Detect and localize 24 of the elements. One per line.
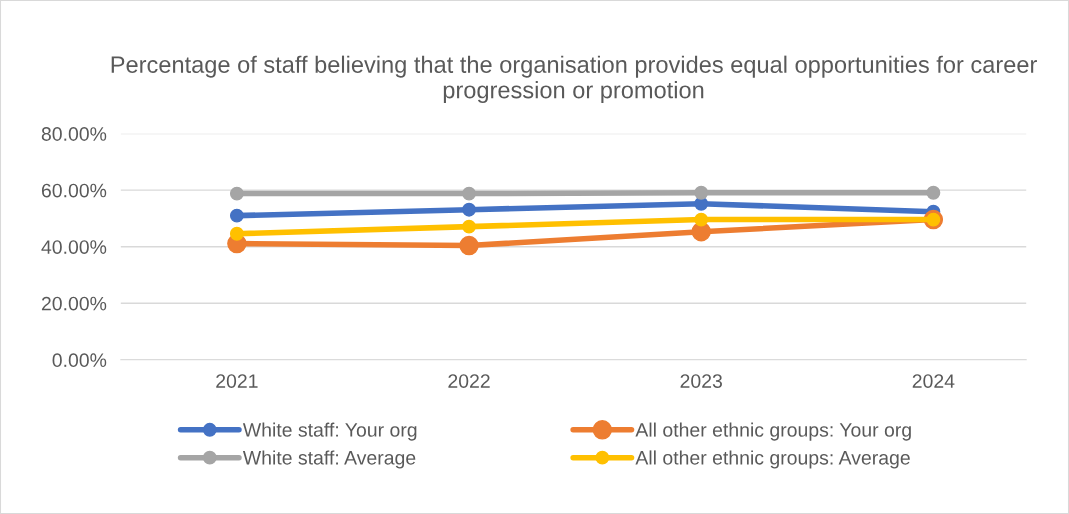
point [694, 185, 709, 200]
point [462, 219, 476, 234]
point [459, 235, 479, 256]
x-tick-label: 2022 [448, 374, 490, 388]
point [229, 186, 244, 201]
x-tick-label: 2024 [912, 374, 955, 388]
point [229, 226, 244, 241]
y-tick-label: 20.00% [41, 296, 107, 311]
y-tick-label: 80.00% [41, 127, 107, 141]
point [694, 212, 709, 227]
legend-label: All other ethnic groups: Average [635, 450, 910, 469]
y-tick-label: 60.00% [41, 183, 107, 198]
legend-label: White staff: Average [242, 450, 416, 469]
point [462, 186, 476, 201]
chart-title: Percentage of staff believing that the organisation provides equal opportunities for career progression or promotion [111, 55, 1037, 104]
point [926, 185, 941, 200]
point [229, 208, 244, 223]
legend-label: All other ethnic groups: Your org [635, 422, 911, 441]
point [462, 202, 476, 217]
y-tick-label: 0.00% [52, 353, 107, 368]
x-tick-label: 2023 [680, 374, 722, 388]
legend-label: White staff: Your org [242, 422, 417, 441]
y-tick-label: 40.00% [41, 240, 107, 254]
x-tick-label: 2021 [216, 374, 258, 388]
